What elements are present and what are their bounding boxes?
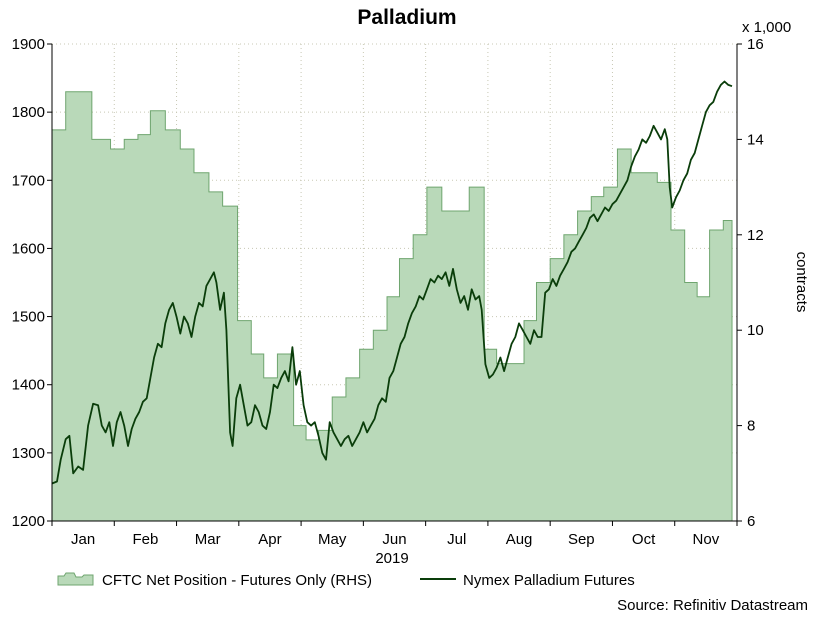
x-tick-label: Sep	[568, 531, 595, 548]
left-tick-label: 1800	[12, 104, 45, 121]
x-tick-label: Mar	[195, 531, 221, 548]
right-tick-label: 8	[747, 418, 755, 435]
source-note: Source: Refinitiv Datastream	[617, 597, 808, 614]
left-tick-label: 1200	[12, 513, 45, 530]
x-tick-label: Apr	[258, 531, 281, 548]
left-axis-ticks: 1200 1300 1400 1500 1600 1700 1800 1900	[12, 36, 52, 530]
left-tick-label: 1900	[12, 36, 45, 53]
x-tick-label: Jun	[382, 531, 406, 548]
left-tick-label: 1600	[12, 240, 45, 257]
x-axis-label: 2019	[375, 550, 408, 567]
right-tick-label: 10	[747, 322, 764, 339]
left-tick-label: 1500	[12, 309, 45, 326]
right-axis-ticks: 6 8 10 12 14 16	[737, 36, 764, 530]
x-tick-label: Feb	[132, 531, 158, 548]
right-axis-label: contracts	[793, 252, 810, 313]
nymex-palladium-line	[51, 80, 733, 485]
chart-title: Palladium	[357, 6, 456, 29]
x-axis-ticks: Jan Feb Mar Apr May Jun Jul Aug Sep Oct Nov	[51, 521, 738, 548]
right-axis-multiplier: x 1,000	[742, 19, 791, 36]
right-tick-label: 14	[747, 131, 764, 148]
left-tick-label: 1300	[12, 445, 45, 462]
right-tick-label: 16	[747, 36, 764, 53]
x-tick-label: Jul	[447, 531, 466, 548]
left-tick-label: 1700	[12, 172, 45, 189]
x-tick-label: May	[318, 531, 347, 548]
x-tick-label: Aug	[506, 531, 533, 548]
right-tick-label: 12	[747, 227, 764, 244]
axes	[51, 44, 738, 522]
right-tick-label: 6	[747, 513, 755, 530]
left-tick-label: 1400	[12, 377, 45, 394]
x-tick-label: Oct	[632, 531, 656, 548]
legend-label-cftc: CFTC Net Position - Futures Only (RHS)	[102, 572, 372, 589]
legend-label-palladium: Nymex Palladium Futures	[463, 572, 635, 589]
legend: CFTC Net Position - Futures Only (RHS) N…	[57, 572, 635, 589]
x-tick-label: Nov	[693, 531, 720, 548]
palladium-line-layer	[51, 80, 733, 485]
x-tick-label: Jan	[71, 531, 95, 548]
legend-swatch-cftc	[57, 572, 94, 586]
